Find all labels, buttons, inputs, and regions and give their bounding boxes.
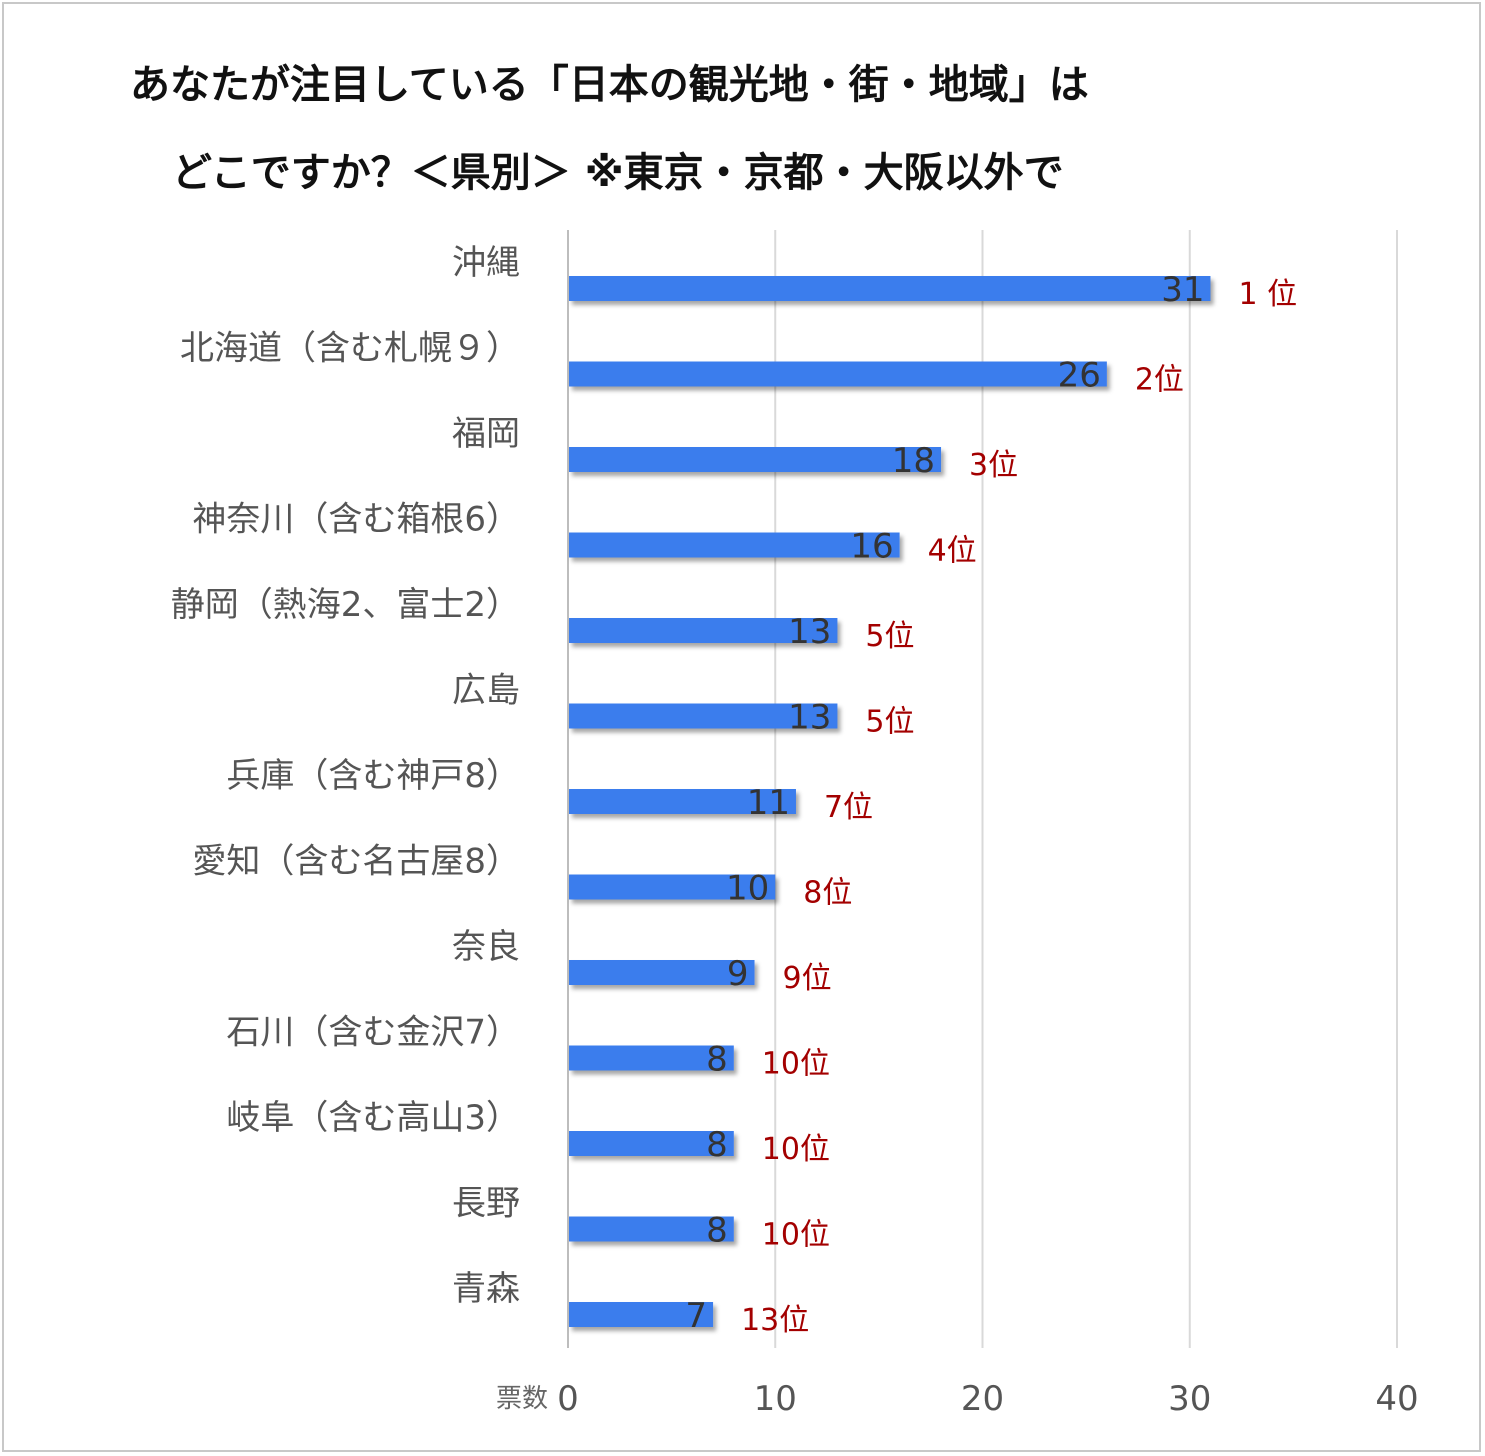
bar [569,532,900,558]
bar [569,361,1107,387]
category-label: 岐阜（含む高山3） [226,1098,520,1138]
category-label: 青森 [452,1269,520,1309]
value-label: 11 [747,783,790,823]
value-label: 9 [727,954,749,994]
category-label: 広島 [452,671,520,711]
rank-label: 7位 [824,790,873,825]
bar [569,960,755,985]
category-label: 長野 [452,1184,520,1224]
rank-label: 2位 [1135,363,1184,398]
x-tick-label: 40 [1375,1379,1418,1419]
chart-title-line-2: どこですか？＜県別＞ ※東京・京都・大阪以外で [172,150,1064,196]
value-label: 8 [706,1125,728,1165]
category-label: 静岡（熱海2、富士2） [171,585,520,625]
x-tick-label: 0 [557,1379,579,1419]
rank-label: 9位 [783,961,832,996]
category-label: 神奈川（含む箱根6） [192,500,520,540]
value-label: 18 [892,441,935,481]
category-label: 奈良 [452,927,520,967]
rank-label: 3位 [969,448,1018,483]
rank-label: 4位 [928,534,977,569]
category-label: 北海道（含む札幌９） [180,329,520,369]
rank-label: 5位 [865,619,914,654]
x-tick-label: 20 [961,1379,1004,1419]
rank-label: 13位 [741,1303,809,1338]
category-label: 兵庫（含む神戸8） [226,756,520,796]
value-label: 8 [706,1211,728,1251]
rank-label: 10位 [762,1218,830,1253]
chart-title-line-1: あなたが注目している「日本の観光地・街・地域」は [130,62,1089,108]
value-label: 7 [685,1296,707,1336]
category-label: 福岡 [452,414,520,454]
bar [569,789,796,814]
value-label: 10 [726,869,769,909]
rank-label: 10位 [762,1132,830,1167]
category-label: 石川（含む金沢7） [226,1013,520,1053]
bar [569,1131,734,1156]
bar [569,1045,734,1071]
rank-label: 10位 [762,1047,830,1082]
rank-label: 1 位 [1238,277,1297,312]
category-label: 沖縄 [452,243,520,283]
bar [569,874,776,900]
value-label: 13 [788,698,831,738]
category-label: 愛知（含む名古屋8） [192,842,520,882]
value-label: 31 [1161,270,1204,310]
value-label: 13 [788,612,831,652]
rank-label: 8位 [803,876,852,911]
bars [569,276,1211,1327]
value-label: 26 [1058,356,1101,396]
bar [569,1302,714,1327]
value-label: 8 [706,1040,728,1080]
bar [569,618,838,643]
bar [569,703,838,729]
bar [569,447,942,472]
bar [569,276,1211,301]
rank-label: 5位 [865,705,914,740]
x-tick-label: 10 [754,1379,797,1419]
x-tick-label: 30 [1168,1379,1211,1419]
x-axis-label: 票数 [496,1384,548,1414]
value-label: 16 [850,527,893,567]
bar [569,1216,734,1242]
